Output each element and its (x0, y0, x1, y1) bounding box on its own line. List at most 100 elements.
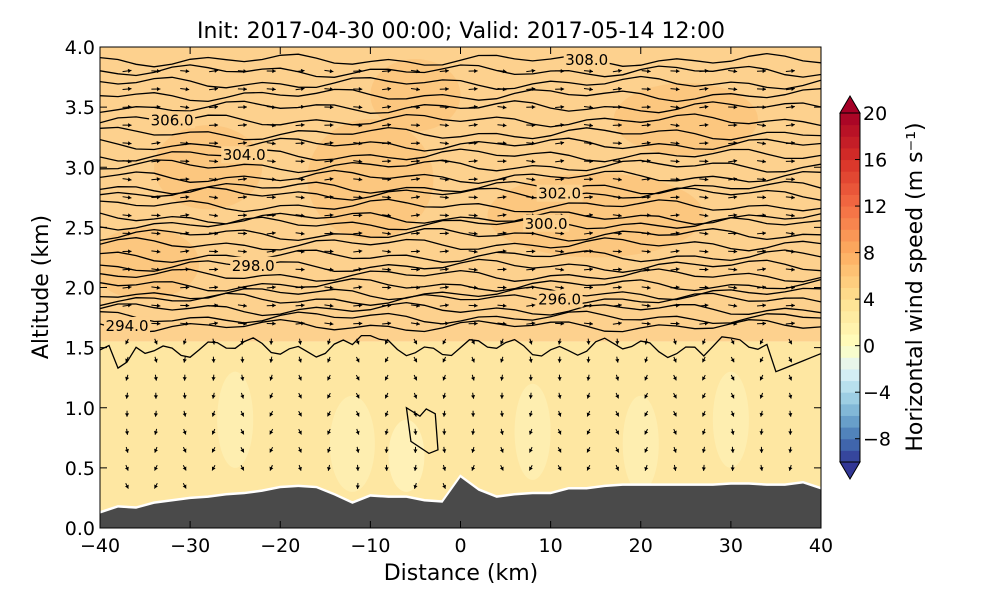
wind-arrow (442, 428, 447, 435)
wind-arrow (410, 159, 420, 164)
wind-arrow (555, 69, 565, 74)
wind-arrow (382, 159, 392, 164)
wind-arrow (468, 177, 478, 182)
colorbar-tick-label: 0 (863, 336, 875, 358)
y-tick-label: 4.0 (65, 37, 95, 59)
wind-arrow (125, 392, 130, 399)
colorbar-tick-label: 8 (863, 243, 875, 265)
colorbar-segment (840, 217, 860, 230)
colorbar-segment (840, 171, 860, 184)
closed-contour (405, 406, 439, 455)
wind-arrow (295, 195, 305, 200)
wind-arrow (528, 356, 533, 363)
wind-arrow (702, 428, 706, 435)
wind-arrow (612, 141, 622, 146)
wind-arrow (497, 177, 507, 182)
wind-arrow (526, 231, 536, 236)
wind-arrow (355, 338, 360, 345)
wind-arrow (615, 446, 620, 453)
wind-arrow (382, 195, 392, 200)
wind-arrow (756, 231, 767, 236)
contour-line (100, 216, 821, 231)
wind-arrow (672, 410, 677, 417)
colorbar-ticks: −8 −4 0 4 8 12 16 20 (855, 103, 891, 451)
wind-arrow (641, 249, 651, 254)
wind-arrow (699, 104, 709, 110)
wind-arrow (295, 86, 305, 91)
wind-arrow (326, 464, 332, 471)
wind-arrow (298, 392, 302, 399)
wind-arrow (728, 321, 738, 326)
wind-arrow (670, 105, 680, 110)
wind-arrow (209, 303, 219, 308)
wind-arrow (151, 195, 161, 200)
wind-arrow (728, 213, 738, 218)
wind-arrow (583, 267, 594, 272)
field-patch (712, 371, 749, 468)
wind-arrow (413, 482, 418, 489)
wind-arrow (670, 249, 680, 254)
colorbar-segment (840, 206, 860, 219)
wind-arrow (497, 249, 507, 254)
wind-arrow (211, 374, 216, 381)
terrain (100, 474, 821, 528)
wind-arrow (327, 338, 332, 345)
wind-arrow (269, 428, 274, 435)
wind-arrow (670, 177, 680, 182)
wind-arrow (153, 338, 158, 345)
wind-arrow (154, 464, 158, 471)
wind-arrow (471, 356, 475, 363)
colorbar-extend-min (839, 461, 861, 480)
wind-arrow (756, 249, 767, 254)
wind-arrow (266, 213, 276, 218)
wind-arrow (471, 464, 476, 471)
wind-arrow (728, 123, 738, 128)
wind-arrow (730, 446, 735, 453)
wind-arrow (269, 410, 274, 417)
wind-arrow (153, 428, 158, 435)
wind-arrow (211, 410, 216, 417)
wind-arrow (180, 231, 190, 236)
wind-arrow (759, 446, 764, 453)
wind-arrow (266, 249, 276, 254)
colorbar-segment (840, 345, 860, 358)
wind-arrow (266, 195, 276, 200)
wind-arrow (151, 321, 161, 326)
wind-arrow (526, 123, 536, 128)
wind-arrow (615, 338, 620, 345)
wind-arrow (355, 356, 360, 363)
wind-arrow (269, 356, 274, 363)
contour-label: 296.0 (538, 291, 581, 309)
wind-arrow (327, 428, 331, 435)
wind-arrow (298, 428, 302, 435)
wind-arrow (237, 177, 247, 182)
wind-arrow (327, 446, 332, 453)
wind-arrow (353, 195, 363, 200)
wind-arrow (641, 303, 651, 308)
wind-arrow (526, 141, 536, 146)
wind-arrow (122, 303, 132, 308)
x-tick-label: −20 (260, 535, 300, 557)
wind-arrow (266, 159, 276, 164)
wind-arrow (122, 213, 132, 218)
wind-arrow (384, 374, 389, 381)
wind-arrow (468, 141, 478, 146)
wind-arrow (757, 321, 767, 326)
wind-arrow (728, 231, 738, 236)
wind-arrow (439, 195, 449, 200)
contour-label: 302.0 (538, 185, 581, 203)
wind-arrow (468, 249, 478, 254)
wind-arrow (728, 159, 738, 164)
wind-arrow (526, 159, 536, 164)
contour-label-bg (536, 184, 583, 202)
y-tick-label: 1.0 (65, 398, 95, 420)
wind-arrow (497, 195, 507, 200)
wind-arrow (180, 141, 190, 146)
wind-arrow (641, 69, 651, 74)
colorbar-segment (840, 450, 860, 463)
wind-arrow (324, 267, 334, 272)
wind-arrow (298, 410, 302, 417)
wind-arrow (555, 122, 565, 128)
wind-arrow (612, 68, 622, 73)
wind-arrow (237, 195, 247, 200)
